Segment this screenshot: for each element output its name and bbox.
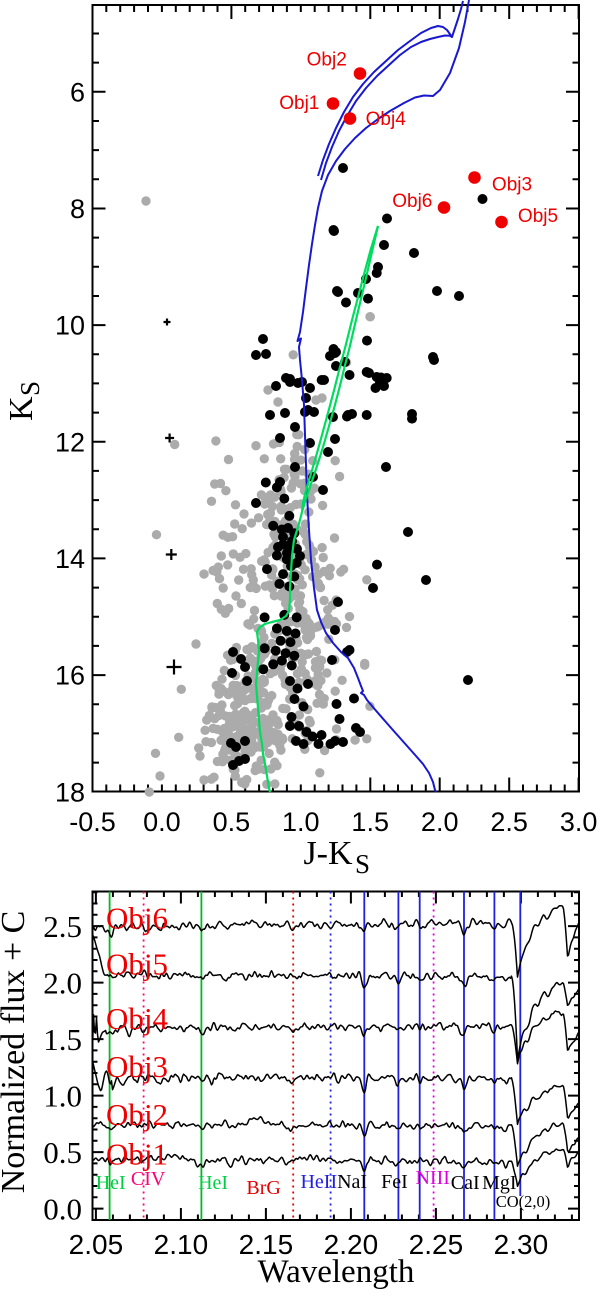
svg-text:CaI: CaI	[451, 1172, 480, 1194]
svg-text:1.5: 1.5	[43, 1022, 82, 1057]
svg-text:2.10: 2.10	[154, 1229, 209, 1260]
svg-text:S: S	[15, 381, 45, 396]
svg-text:6: 6	[70, 77, 85, 107]
svg-text:8: 8	[70, 194, 85, 224]
svg-text:Obj3: Obj3	[492, 175, 532, 196]
svg-text:Obj6: Obj6	[106, 901, 168, 936]
svg-text:HeI: HeI	[96, 1172, 126, 1194]
svg-text:HeI: HeI	[198, 1172, 228, 1194]
svg-text:K: K	[3, 396, 40, 421]
svg-text:1.0: 1.0	[282, 807, 320, 837]
svg-text:Obj4: Obj4	[366, 109, 407, 130]
svg-text:-0.5: -0.5	[69, 807, 116, 837]
svg-text:Obj4: Obj4	[106, 1001, 169, 1036]
svg-text:CIV: CIV	[131, 1168, 166, 1190]
svg-text:12: 12	[55, 427, 85, 457]
svg-text:2.5: 2.5	[43, 909, 82, 944]
svg-text:Normalized flux + C: Normalized flux + C	[0, 911, 32, 1194]
svg-text:0.0: 0.0	[43, 1192, 82, 1227]
svg-text:FeI: FeI	[381, 1171, 408, 1193]
svg-text:2.0: 2.0	[421, 807, 459, 837]
svg-text:Wavelength: Wavelength	[258, 1254, 415, 1290]
svg-text:2.20: 2.20	[324, 1229, 379, 1260]
svg-text:0.5: 0.5	[43, 1135, 82, 1170]
svg-text:14: 14	[55, 544, 85, 574]
svg-text:BrG: BrG	[246, 1177, 280, 1199]
svg-text:3.0: 3.0	[560, 807, 598, 837]
svg-text:10: 10	[55, 311, 85, 341]
svg-text:Obj5: Obj5	[106, 947, 168, 982]
svg-text:1.0: 1.0	[43, 1079, 82, 1114]
svg-text:MgI: MgI	[482, 1172, 516, 1194]
svg-text:0.5: 0.5	[213, 807, 251, 837]
svg-text:Obj3: Obj3	[106, 1049, 168, 1084]
svg-text:Obj2: Obj2	[307, 50, 347, 71]
svg-text:NIII: NIII	[415, 1167, 449, 1189]
svg-text:NaI: NaI	[337, 1171, 367, 1193]
svg-text:2.05: 2.05	[69, 1229, 124, 1260]
svg-text:0.0: 0.0	[143, 807, 181, 837]
svg-text:18: 18	[55, 777, 85, 807]
svg-text:CO(2,0): CO(2,0)	[496, 1192, 551, 1211]
svg-text:Obj2: Obj2	[106, 1097, 168, 1132]
svg-text:J-K: J-K	[303, 835, 353, 872]
svg-text:16: 16	[55, 661, 85, 691]
svg-text:Obj5: Obj5	[518, 206, 558, 227]
svg-text:Obj1: Obj1	[279, 93, 319, 114]
svg-text:2.0: 2.0	[43, 966, 82, 1001]
svg-text:HeII: HeII	[300, 1171, 337, 1193]
svg-text:Obj1: Obj1	[106, 1137, 168, 1172]
svg-text:Obj6: Obj6	[392, 191, 432, 212]
svg-text:2.5: 2.5	[490, 807, 528, 837]
svg-text:2.15: 2.15	[239, 1229, 294, 1260]
svg-text:S: S	[355, 849, 370, 879]
svg-text:2.30: 2.30	[494, 1229, 549, 1260]
svg-text:1.5: 1.5	[351, 807, 389, 837]
svg-text:2.25: 2.25	[409, 1229, 464, 1260]
